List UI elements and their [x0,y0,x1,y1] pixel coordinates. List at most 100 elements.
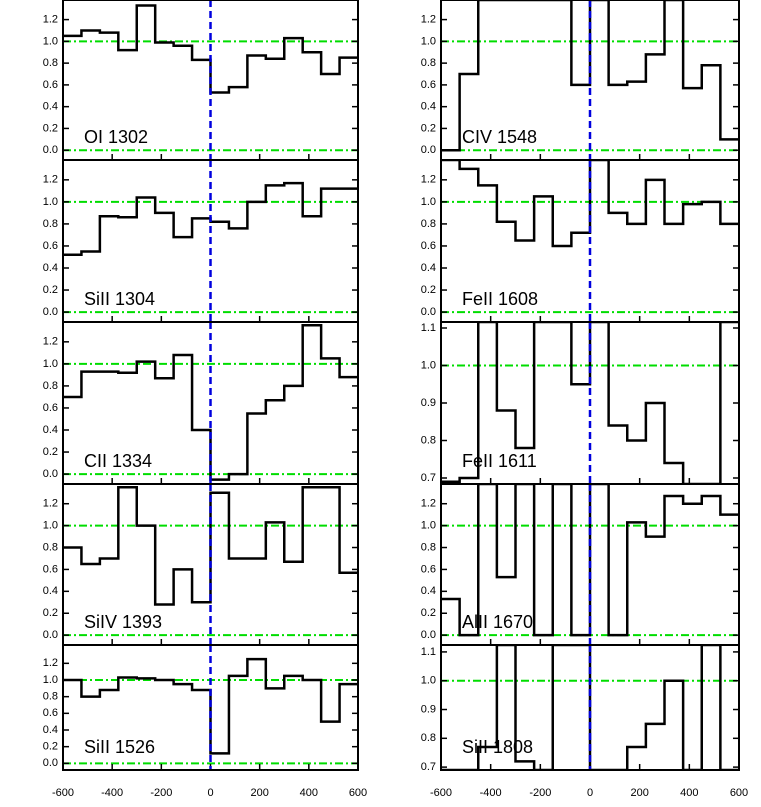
ion-label: OI 1302 [84,127,148,147]
y-tick-label: 0.4 [43,424,58,436]
ion-label: SiII 1526 [84,737,155,757]
y-tick-label: 0.8 [43,57,58,69]
y-tick-label: 1.0 [421,675,436,687]
x-tick-label: 0 [587,787,593,799]
y-tick-label: 0.2 [43,741,58,753]
x-tick-label: -400 [101,787,123,799]
ion-label: CIV 1548 [462,127,537,147]
x-tick-label: 200 [630,787,648,799]
panel: 0.0 0.2 0.4 0.6 0.8 1.0 1.2 SiII 1304 [43,159,359,323]
x-tick-label: 200 [250,787,268,799]
y-tick-label: 0.8 [421,57,436,69]
flux-step [441,0,739,152]
y-tick-label: 0.2 [43,284,58,296]
panel: 0.0 0.2 0.4 0.6 0.8 1.0 1.2 -600 -400 -200 0 200 400… [43,644,367,799]
y-tick-label: 0.6 [43,402,58,414]
y-tick-label: 1.2 [43,13,58,25]
flux-step [63,4,358,94]
y-tick-label: 0.0 [421,144,436,156]
panel: 0.7 0.8 0.9 1.0 1.1 -600 -400 -200 0 200 400 600 SiI… [421,644,748,799]
ion-label: CII 1334 [84,451,152,471]
y-tick-label: 0.0 [421,629,436,641]
y-tick-label: 1.1 [421,322,436,334]
y-tick-label: 1.0 [43,196,58,208]
x-tick-label: -400 [480,787,502,799]
y-tick-label: 1.0 [421,196,436,208]
y-tick-label: 0.8 [421,218,436,230]
ion-label: FeII 1611 [462,451,537,471]
y-tick-label: 0.8 [43,691,58,703]
y-tick-label: 0.2 [43,122,58,134]
x-tick-label: 0 [207,787,213,799]
flux-step [63,657,358,755]
x-tick-label: -600 [52,787,74,799]
ion-label: SiIV 1393 [84,612,162,632]
panel: 0.0 0.2 0.4 0.6 0.8 1.0 1.2 OI 1302 [43,0,359,161]
y-tick-label: 1.1 [421,646,436,658]
y-tick-label: 0.8 [421,732,436,744]
y-tick-label: 0.0 [43,306,58,318]
y-tick-label: 0.6 [421,240,436,252]
y-tick-label: 0.2 [43,607,58,619]
y-tick-label: 0.8 [421,541,436,553]
y-tick-label: 0.9 [421,397,436,409]
panel-frame [62,644,359,771]
y-tick-label: 1.2 [421,174,436,186]
ion-label: SiII 1304 [84,289,155,309]
panel: 0.0 0.2 0.4 0.6 0.8 1.0 1.2 CII 1334 [43,321,359,485]
y-tick-label: 1.0 [43,520,58,532]
panel: 0.0 0.2 0.4 0.6 0.8 1.0 1.2 CIV 1548 [421,0,740,161]
ion-label: AlII 1670 [462,612,533,632]
x-tick-label: 600 [730,787,748,799]
y-tick-label: 0.0 [43,144,58,156]
y-tick-label: 0.2 [421,284,436,296]
x-tick-label: 400 [300,787,318,799]
y-tick-label: 0.2 [43,446,58,458]
y-tick-label: 0.4 [43,101,58,113]
y-tick-label: 0.9 [421,703,436,715]
flux-step [63,486,358,606]
panel-frame [440,644,740,771]
y-tick-label: 0.4 [421,262,436,274]
y-tick-label: 0.4 [421,101,436,113]
y-tick-label: 1.0 [43,674,58,686]
y-tick-label: 1.2 [43,657,58,669]
y-tick-label: 1.2 [421,13,436,25]
flux-step [441,322,739,484]
y-tick-label: 0.4 [421,585,436,597]
panel: 0.7 0.8 0.9 1.0 1.1 FeII 1611 [421,321,740,485]
y-tick-label: 0.6 [43,563,58,575]
y-tick-label: 0.2 [421,122,436,134]
x-tick-label: 600 [349,787,367,799]
y-tick-label: 0.8 [43,218,58,230]
flux-step [441,645,739,770]
y-tick-label: 0.0 [43,757,58,769]
y-tick-label: 1.2 [43,174,58,186]
y-tick-label: 0.4 [43,585,58,597]
x-tick-label: -200 [529,787,551,799]
y-tick-label: 0.4 [43,724,58,736]
y-tick-label: 0.8 [421,434,436,446]
flux-step [441,484,739,637]
y-tick-label: 0.7 [421,761,436,773]
y-tick-label: 1.2 [43,498,58,510]
y-tick-label: 0.8 [43,541,58,553]
panel: 0.0 0.2 0.4 0.6 0.8 1.0 1.2 AlII 1670 [421,483,740,646]
y-tick-label: 0.6 [421,79,436,91]
panel: 0.0 0.2 0.4 0.6 0.8 1.0 1.2 SiIV 1393 [43,483,359,646]
x-tick-label: -600 [430,787,452,799]
y-tick-label: 0.6 [43,79,58,91]
y-tick-label: 1.0 [421,520,436,532]
y-tick-label: 1.2 [421,498,436,510]
y-tick-label: 0.6 [43,240,58,252]
y-tick-label: 1.0 [43,35,58,47]
ion-label: FeII 1608 [462,289,538,309]
x-tick-label: -200 [150,787,172,799]
y-tick-label: 1.0 [43,358,58,370]
y-tick-label: 1.0 [421,35,436,47]
y-tick-label: 0.0 [43,629,58,641]
x-tick-label: 400 [680,787,698,799]
y-tick-label: 0.0 [43,468,58,480]
y-tick-label: 0.0 [421,306,436,318]
